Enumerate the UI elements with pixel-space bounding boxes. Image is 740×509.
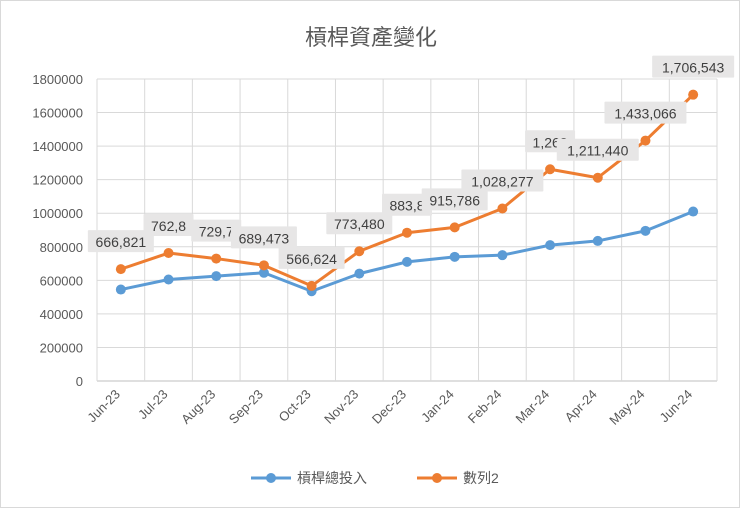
- data-label-background: [604, 101, 687, 124]
- x-tick-label: Apr-24: [562, 387, 600, 425]
- data-point: [115, 264, 126, 275]
- x-tick-label: Mar-24: [512, 387, 552, 427]
- x-tick-label: Sep-23: [226, 387, 266, 427]
- data-label: 666,821: [96, 234, 147, 250]
- data-point: [354, 268, 365, 279]
- chart-title: 槓桿資產變化: [305, 25, 437, 50]
- legend-label: 槓桿總投入: [297, 470, 367, 486]
- data-label: 1,211,440: [567, 143, 628, 159]
- data-point: [545, 240, 556, 251]
- data-point: [545, 164, 556, 175]
- data-point: [640, 225, 651, 236]
- y-tick-label: 600000: [40, 273, 83, 288]
- data-point: [402, 227, 412, 238]
- x-tick-label: Feb-24: [465, 387, 505, 427]
- data-label: 1,706,543: [662, 60, 724, 76]
- data-point: [449, 222, 460, 233]
- data-point: [497, 250, 508, 261]
- data-point: [211, 271, 222, 282]
- data-point: [354, 246, 365, 257]
- data-point: [163, 274, 174, 285]
- y-tick-label: 1400000: [32, 139, 83, 154]
- data-point: [402, 256, 412, 267]
- data-label-background: [278, 246, 345, 269]
- data-label-background: [230, 226, 297, 249]
- data-label-background: [191, 219, 242, 242]
- data-point: [688, 206, 699, 217]
- y-tick-label: 1200000: [32, 173, 83, 188]
- y-tick-label: 200000: [40, 340, 83, 355]
- x-tick-label: Oct-23: [276, 387, 314, 425]
- x-tick-label: Jul-23: [135, 387, 171, 423]
- data-label: 1,433,066: [614, 106, 676, 122]
- y-tick-label: 400000: [40, 307, 83, 322]
- x-tick-label: Jun-23: [84, 387, 123, 426]
- data-label: 566,624: [286, 251, 337, 267]
- data-point: [497, 203, 508, 214]
- data-label-background: [326, 212, 393, 235]
- data-label: 883,8: [389, 198, 424, 214]
- x-tick-label: Jun-24: [657, 387, 696, 426]
- y-tick-label: 0: [76, 374, 83, 389]
- data-label-background: [87, 230, 154, 253]
- data-label-background: [556, 138, 639, 161]
- x-tick-label: May-24: [606, 387, 647, 428]
- data-label: 1,028,277: [471, 173, 533, 189]
- x-tick-label: Nov-23: [321, 387, 361, 427]
- y-tick-label: 1800000: [32, 72, 83, 87]
- data-point: [688, 89, 699, 100]
- data-label-background: [652, 55, 735, 78]
- data-point: [258, 260, 269, 271]
- data-label-background: [461, 169, 544, 192]
- data-label: 729,7: [199, 224, 234, 240]
- data-point: [449, 251, 460, 262]
- data-point: [592, 172, 603, 183]
- y-tick-label: 1000000: [32, 206, 83, 221]
- data-point: [115, 284, 126, 295]
- legend-swatch-marker: [266, 473, 276, 483]
- legend-swatch-marker: [432, 473, 442, 483]
- data-point: [163, 248, 174, 259]
- y-tick-label: 1600000: [32, 106, 83, 121]
- data-point: [640, 135, 651, 146]
- data-label: 773,480: [334, 216, 385, 232]
- data-point: [592, 235, 603, 246]
- x-tick-label: Jan-24: [418, 387, 457, 426]
- data-point: [258, 267, 269, 278]
- data-point: [306, 280, 317, 291]
- data-label: 915,786: [429, 192, 480, 208]
- data-point: [211, 253, 222, 264]
- data-label-background: [421, 188, 488, 211]
- data-label-background: [382, 193, 432, 216]
- data-label: 689,473: [239, 230, 290, 246]
- data-label-background: [143, 214, 194, 237]
- x-tick-label: Aug-23: [178, 387, 218, 427]
- y-tick-label: 800000: [40, 240, 83, 255]
- legend-label: 數列2: [463, 470, 499, 486]
- x-tick-label: Dec-23: [369, 387, 409, 427]
- data-label: 762,8: [151, 218, 186, 234]
